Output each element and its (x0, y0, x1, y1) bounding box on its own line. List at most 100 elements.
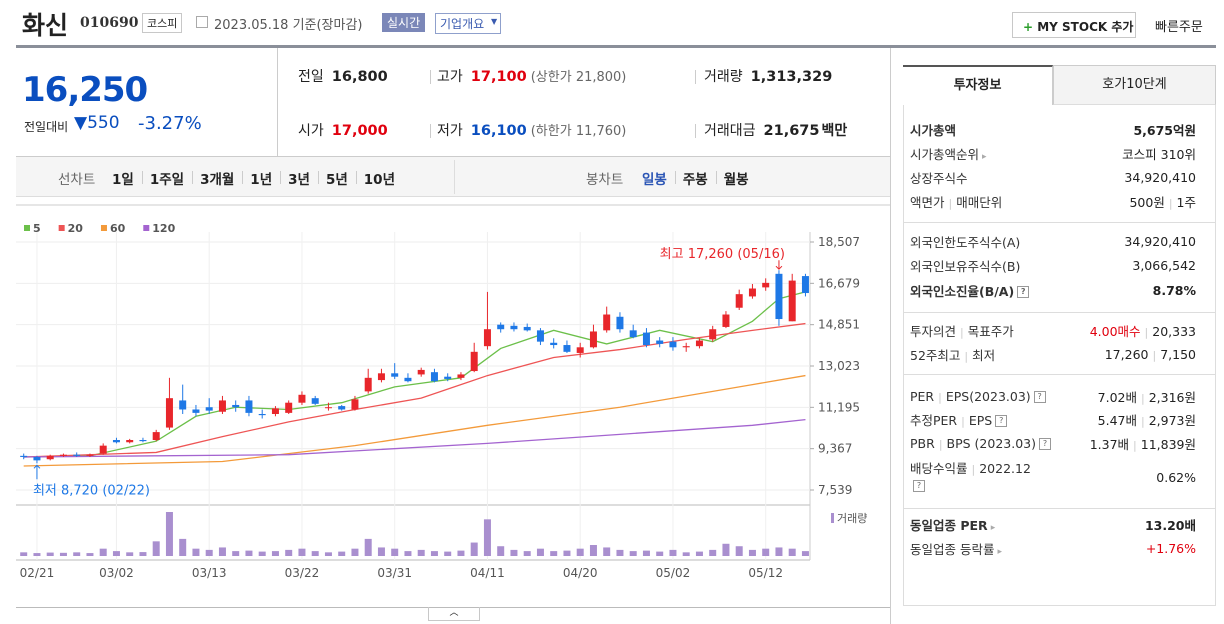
period-tab[interactable]: 1주일 (149, 172, 185, 188)
candle-body (59, 454, 67, 456)
info-label: 52주최고 | 최저 (910, 345, 995, 364)
legend-label: 120 (152, 222, 175, 235)
info-row: 배당수익률 | 2022.12 0.62% (910, 456, 1196, 485)
info-label: 동일업종 등락률 ▸ (910, 539, 1002, 558)
candle-body (444, 376, 452, 379)
label-text: 최저 (972, 347, 996, 363)
down-arrow: ▼ (74, 113, 88, 133)
label-text: EPS(2023.03) (945, 388, 1031, 404)
value-text: 코스피 310위 (1122, 146, 1196, 162)
volume-bar (218, 547, 226, 556)
candle-body (258, 414, 266, 416)
value-text: 500원 (1129, 194, 1165, 210)
candle-body (165, 398, 173, 428)
volume-bar (748, 549, 756, 556)
info-value: 0.62% (1156, 470, 1196, 485)
help-icon: ? (995, 415, 1008, 427)
arrow-icon: ▸ (982, 151, 987, 162)
my-stock-button[interactable]: + MY STOCK 추가 (1012, 12, 1136, 38)
candle-tab[interactable]: 일봉 (642, 172, 667, 188)
summary-value: 16,100 (470, 123, 527, 139)
volume-bar (417, 549, 425, 556)
ma-line (23, 322, 806, 458)
value-text: 0.62% (1156, 469, 1196, 485)
separator: | (960, 325, 964, 339)
volume-bar (364, 538, 372, 556)
annotation-arrow (775, 260, 783, 270)
divider (715, 171, 717, 184)
summary-value: 21,675 (763, 123, 820, 139)
separator: | (1140, 391, 1145, 405)
period-tab[interactable]: 3년 (288, 172, 310, 188)
label-text: 동일업종 등락률 (910, 541, 995, 557)
candle-body (298, 394, 306, 403)
volume-bar (563, 550, 571, 556)
x-tick-label: 03/13 (192, 566, 227, 580)
volume-bar (775, 547, 783, 556)
volume-bar (470, 542, 478, 556)
change: ▼550 (74, 113, 120, 133)
x-tick-label: 03/31 (377, 566, 412, 580)
info-row: 외국인한도주식수(A) 34,920,410 (910, 230, 1196, 252)
candle-body (709, 329, 717, 340)
x-tick-label: 04/11 (470, 566, 505, 580)
overview-button[interactable]: 기업개요 ▼ (435, 13, 502, 34)
volume-bar (285, 549, 293, 556)
candle-body (642, 332, 650, 346)
volume-bar (444, 551, 452, 556)
volume-bar (232, 551, 240, 556)
summary-value: 16,800 (331, 69, 388, 85)
divider (695, 70, 696, 84)
y-tick-label: 9,367 (818, 442, 852, 456)
price-panel (16, 48, 890, 157)
candle-body (497, 324, 505, 330)
period-tab[interactable]: 3개월 (200, 172, 235, 188)
separator: | (961, 414, 965, 428)
volume-bar (762, 548, 770, 556)
summary-item: 거래대금 21,675 백만 (704, 120, 847, 140)
info-value: +1.76% (1146, 541, 1196, 556)
candle-tab[interactable]: 월봉 (723, 172, 749, 188)
volume-bar (669, 549, 677, 556)
info-label: 시가총액 (910, 120, 956, 139)
summary-value: 17,000 (331, 123, 388, 139)
x-tick-label: 03/02 (99, 566, 134, 580)
divider (674, 171, 676, 184)
side-tab[interactable]: 호가10단계 (1053, 65, 1216, 105)
period-tab[interactable]: 10년 (363, 172, 395, 188)
info-row: 시가총액순위 ▸ 코스피 310위 (910, 142, 1196, 164)
label-text: 배당수익률 (910, 460, 968, 476)
volume-bar (20, 552, 28, 556)
y-tick-label: 13,023 (818, 359, 860, 373)
period-tab[interactable]: 5년 (325, 172, 348, 188)
period-tab[interactable]: 1년 (250, 172, 273, 188)
side-tab[interactable]: 투자정보 (903, 65, 1053, 105)
volume-bar (695, 551, 703, 556)
volume-bar (497, 546, 505, 556)
info-value: 34,920,410 (1124, 170, 1196, 185)
volume-bar (483, 519, 491, 556)
candle-body (192, 409, 200, 413)
volume-bar (112, 551, 120, 556)
separator: | (938, 437, 943, 451)
volume-bar (550, 551, 558, 556)
candle-body (576, 347, 584, 353)
info-label: 액면가 | 매매단위 (910, 192, 1002, 211)
value-text: 7,150 (1160, 346, 1196, 362)
period-tab[interactable]: 1일 (112, 172, 134, 188)
volume-bar (656, 551, 664, 556)
x-tick-label: 05/02 (656, 566, 691, 580)
candle-body (629, 330, 637, 338)
candle-body (748, 288, 756, 297)
info-value: 3,066,542 (1132, 258, 1196, 273)
realtime-badge[interactable]: 실시간 (382, 13, 426, 32)
volume-bar (324, 552, 332, 556)
candle-tab[interactable]: 주봉 (682, 172, 708, 188)
divider (430, 70, 431, 84)
info-value: 5,675억원 (1133, 120, 1196, 139)
collapse-button[interactable]: ︿ (428, 607, 480, 621)
label-text: 투자의견 (910, 323, 957, 339)
separator: | (1152, 348, 1157, 362)
candle-body (86, 454, 94, 456)
quick-order[interactable]: 빠른주문 (1155, 20, 1203, 35)
